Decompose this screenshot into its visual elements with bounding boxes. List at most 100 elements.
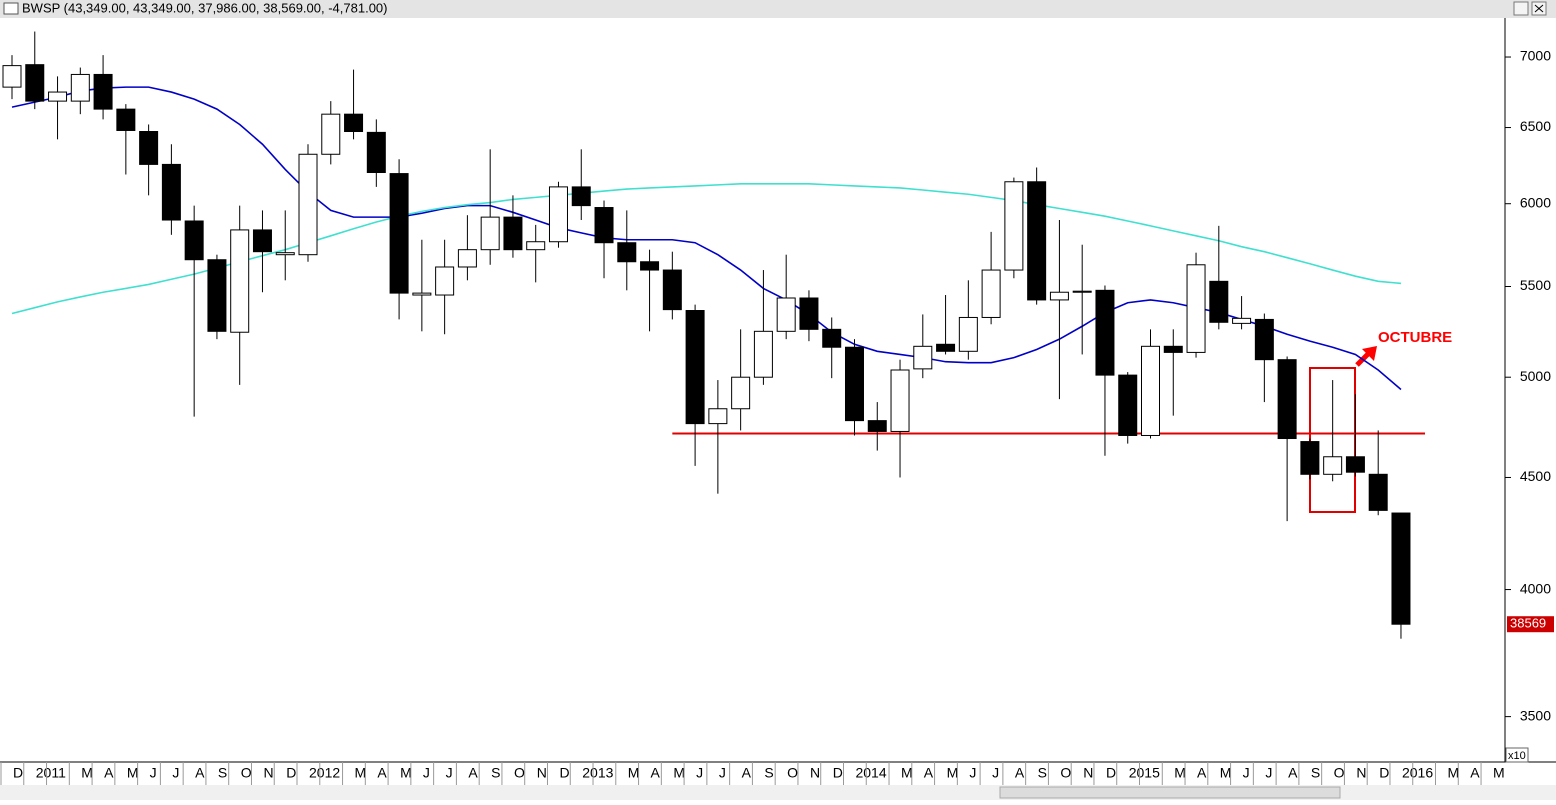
moving-average xyxy=(11,86,1402,391)
candle-body xyxy=(1300,441,1320,475)
candle-body xyxy=(1118,374,1138,436)
x-tick-label: A xyxy=(468,765,478,781)
x-tick-label: M xyxy=(1174,765,1186,781)
last-price-label: 38569 xyxy=(1510,616,1546,631)
candle-body xyxy=(1027,181,1047,301)
scale-label: x10 xyxy=(1508,750,1526,762)
x-tick-label: 2016 xyxy=(1402,765,1433,781)
candle-body xyxy=(184,220,204,261)
x-tick-label: S xyxy=(764,765,773,781)
candle-body xyxy=(412,292,432,296)
x-tick-label: J xyxy=(423,765,430,781)
x-tick-label: D xyxy=(286,765,296,781)
x-tick-label: J xyxy=(1265,765,1272,781)
candle-body xyxy=(1391,512,1411,625)
candle-body xyxy=(958,316,978,352)
candle-body xyxy=(435,266,455,296)
y-tick-label: 5500 xyxy=(1520,277,1551,293)
x-tick-label: N xyxy=(1356,765,1366,781)
candle-body xyxy=(1004,181,1024,271)
x-tick-label: S xyxy=(491,765,500,781)
candle-body xyxy=(594,207,614,244)
x-tick-label: S xyxy=(218,765,227,781)
candle-body xyxy=(252,229,272,253)
candle-body xyxy=(1254,318,1274,361)
restore-button[interactable] xyxy=(1513,1,1529,16)
x-tick-label: A xyxy=(1288,765,1298,781)
candle-body xyxy=(1072,290,1092,293)
candle-body xyxy=(1323,456,1343,475)
x-tick-label: O xyxy=(1060,765,1071,781)
x-tick-label: M xyxy=(901,765,913,781)
close-icon xyxy=(1534,4,1544,13)
y-tick-label: 5000 xyxy=(1520,368,1551,384)
x-tick-label: M xyxy=(1448,765,1460,781)
title-bar xyxy=(0,0,1556,18)
candle-body xyxy=(1345,456,1365,473)
annotation: OCTUBRE xyxy=(1378,329,1452,346)
candle-body xyxy=(867,420,887,432)
x-tick-label: 2014 xyxy=(855,765,886,781)
candle-body xyxy=(1163,345,1183,353)
candle-body xyxy=(1277,359,1297,440)
candle-body xyxy=(1186,264,1206,353)
x-tick-label: M xyxy=(127,765,139,781)
candle-body xyxy=(230,229,250,333)
candle-body xyxy=(207,259,227,332)
x-tick-label: J xyxy=(446,765,453,781)
candle-body xyxy=(275,252,295,256)
x-tick-label: A xyxy=(377,765,387,781)
candle-body xyxy=(1232,317,1252,324)
x-tick-label: J xyxy=(992,765,999,781)
candle-body xyxy=(640,261,660,271)
window-title: BWSP (43,349.00, 43,349.00, 37,986.00, 3… xyxy=(22,0,387,15)
candle-body xyxy=(526,241,546,251)
x-tick-label: M xyxy=(400,765,412,781)
x-tick-label: 2013 xyxy=(582,765,613,781)
candle-body xyxy=(799,297,819,330)
x-tick-label: 2015 xyxy=(1129,765,1160,781)
x-tick-label: J xyxy=(719,765,726,781)
candle-body xyxy=(1368,473,1388,511)
candle-body xyxy=(25,64,45,102)
candle-body xyxy=(776,297,796,332)
x-tick-label: O xyxy=(514,765,525,781)
x-tick-label: N xyxy=(1083,765,1093,781)
candle-body xyxy=(1095,289,1115,376)
x-tick-label: D xyxy=(1379,765,1389,781)
candle-body xyxy=(753,330,773,378)
candle-body xyxy=(298,153,318,256)
candle-body xyxy=(48,91,68,102)
candle-body xyxy=(662,269,682,311)
x-tick-label: M xyxy=(673,765,685,781)
x-tick-label: J xyxy=(696,765,703,781)
x-tick-label: 2011 xyxy=(36,765,66,781)
x-tick-label: A xyxy=(1197,765,1207,781)
window-icon xyxy=(3,2,19,15)
x-tick-label: D xyxy=(559,765,569,781)
x-tick-label: M xyxy=(1220,765,1232,781)
x-tick-label: M xyxy=(947,765,959,781)
candle-body xyxy=(617,242,637,263)
x-tick-label: A xyxy=(924,765,934,781)
scroll-thumb[interactable] xyxy=(999,786,1341,799)
x-tick-label: N xyxy=(263,765,273,781)
candle-body xyxy=(503,216,523,251)
arrow-head xyxy=(1362,346,1377,361)
candle-body xyxy=(890,369,910,432)
x-tick-label: N xyxy=(810,765,820,781)
candle-body xyxy=(161,163,181,221)
x-tick-label: J xyxy=(150,765,157,781)
candle-body xyxy=(116,108,136,131)
scale-box xyxy=(1505,747,1529,763)
candle-body xyxy=(936,343,956,352)
x-tick-label: D xyxy=(13,765,23,781)
x-tick-label: O xyxy=(241,765,252,781)
candle-body xyxy=(1141,345,1160,436)
candle-body xyxy=(366,131,386,174)
last-price-box xyxy=(1507,616,1554,633)
candle-body xyxy=(708,408,728,425)
candle-body xyxy=(981,269,1001,318)
candle-body xyxy=(1209,280,1229,323)
